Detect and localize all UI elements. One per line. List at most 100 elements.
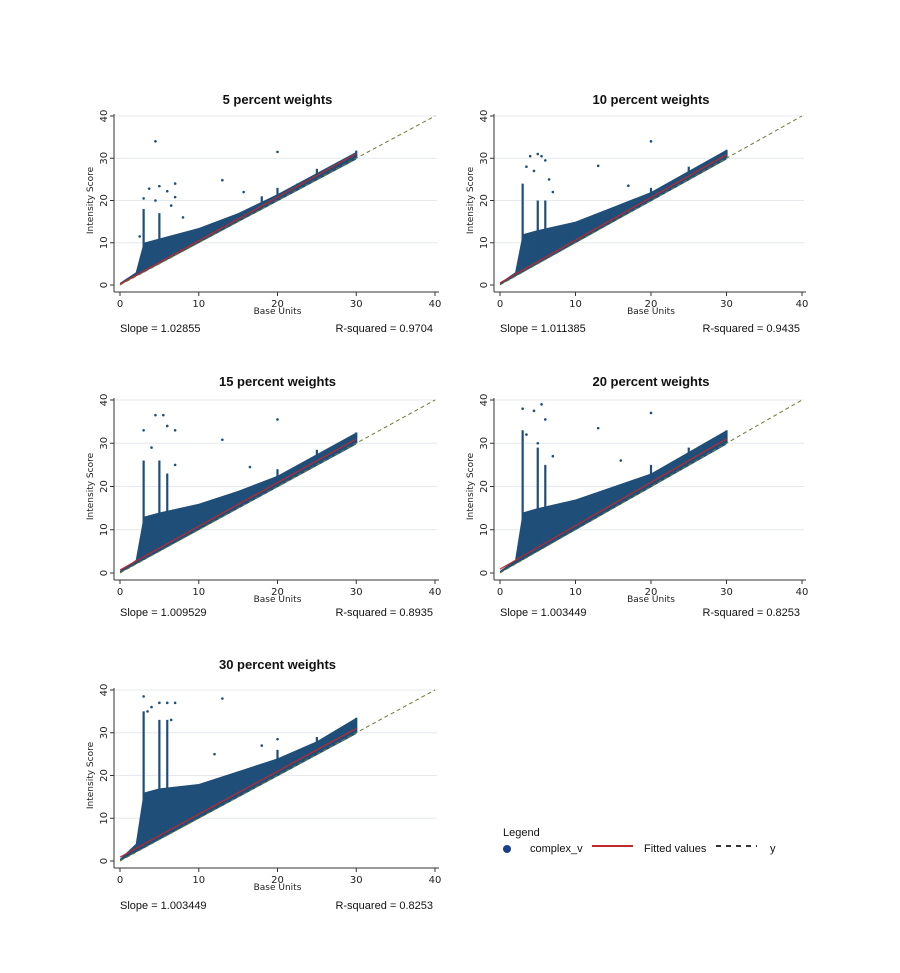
y-tick-label: 20: [479, 194, 490, 207]
data-point: [536, 441, 540, 445]
y-tick-label: 30: [99, 726, 110, 739]
data-point: [162, 413, 165, 417]
data-point: [158, 701, 161, 705]
y-axis-label: Intensity Score: [86, 741, 96, 809]
legend-title: Legend: [503, 827, 540, 839]
x-axis-label: Base Units: [254, 883, 302, 893]
data-point: [260, 744, 264, 747]
identity-line: [119, 399, 436, 574]
x-tick-label: 10: [192, 875, 205, 886]
data-point: [154, 199, 157, 202]
y-axis-label: Intensity Score: [466, 452, 476, 520]
data-point: [276, 737, 279, 741]
point-cloud: [120, 432, 357, 573]
y-tick-label: 40: [479, 394, 490, 407]
data-point: [138, 235, 141, 238]
y-tick-label: 0: [99, 858, 110, 864]
panel-3: 15 percent weights 0 10 20 30 40 0 10 20 30 40 Base…: [86, 374, 441, 619]
panel-2: 10 percent weights 0 10 20 30 40 0 10 20 30 40 Base…: [466, 92, 808, 335]
data-point: [173, 182, 177, 185]
data-point: [173, 428, 177, 432]
data-point: [165, 701, 169, 705]
data-point: [649, 140, 653, 143]
legend: Legend complex_v Fitted values y: [503, 827, 776, 855]
data-point: [173, 701, 177, 705]
x-tick-label: 0: [497, 587, 503, 598]
data-point: [540, 403, 543, 406]
fitted-line: [119, 727, 357, 858]
slope-label: Slope = 1.003449: [120, 900, 207, 912]
data-point: [242, 190, 245, 194]
data-point: [158, 184, 161, 188]
data-point: [540, 154, 543, 158]
y-tick-label: 20: [99, 194, 110, 207]
data-point: [221, 178, 224, 182]
slope-label: Slope = 1.02855: [120, 323, 200, 335]
x-tick-label: 20: [271, 299, 284, 310]
y-tick-label: 40: [99, 110, 110, 123]
data-point: [221, 438, 224, 442]
fitted-line: [119, 153, 357, 285]
y-tick-label: 0: [479, 282, 490, 288]
x-tick-label: 30: [350, 587, 363, 598]
data-point: [528, 154, 532, 158]
data-point: [525, 433, 528, 436]
identity-line: [499, 399, 803, 574]
y-axis-label: Intensity Score: [86, 452, 96, 520]
y-tick-label: 0: [99, 282, 110, 288]
point-cloud: [500, 430, 727, 573]
panel-title: 15 percent weights: [219, 374, 336, 389]
r-squared-label: R-squared = 0.8935: [335, 607, 433, 619]
legend-label-complex-v: complex_v: [530, 843, 583, 855]
legend-marker-complex-v: [503, 845, 511, 853]
y-axis-label: Intensity Score: [86, 166, 96, 234]
x-tick-label: 0: [497, 299, 503, 310]
identity-line: [119, 689, 436, 862]
x-axis-label: Base Units: [627, 595, 675, 605]
data-point: [532, 169, 536, 173]
data-point: [142, 197, 145, 200]
x-tick-label: 20: [645, 299, 658, 310]
fitted-line: [499, 438, 727, 570]
legend-label-fitted: Fitted values: [644, 843, 707, 855]
data-point: [521, 407, 524, 410]
y-tick-label: 30: [479, 437, 490, 450]
data-point: [150, 705, 153, 709]
data-point: [544, 159, 547, 162]
data-point: [276, 150, 279, 154]
data-point: [619, 459, 623, 462]
data-point: [627, 184, 630, 188]
y-axis-label: Intensity Score: [466, 166, 476, 234]
x-tick-label: 40: [796, 299, 809, 310]
y-tick-label: 40: [99, 394, 110, 407]
x-tick-label: 10: [192, 587, 205, 598]
panel-1: 5 percent weights 0 10 20 30 40 0 10 20 30 40 Base …: [86, 92, 441, 335]
data-point: [154, 140, 157, 143]
data-point: [154, 413, 157, 417]
x-tick-label: 30: [720, 587, 733, 598]
x-tick-label: 0: [117, 587, 123, 598]
point-cloud: [120, 717, 357, 861]
fitted-line: [499, 154, 727, 284]
y-tick-label: 20: [99, 480, 110, 493]
data-point: [165, 424, 169, 428]
y-tick-label: 40: [479, 110, 490, 123]
data-point: [547, 178, 551, 181]
slope-label: Slope = 1.009529: [120, 607, 207, 619]
x-tick-label: 10: [192, 299, 205, 310]
data-point: [649, 411, 653, 415]
y-tick-label: 30: [479, 152, 490, 165]
x-tick-label: 40: [429, 875, 442, 886]
x-tick-label: 20: [645, 587, 658, 598]
y-tick-label: 30: [99, 152, 110, 165]
y-tick-label: 10: [99, 812, 110, 825]
r-squared-label: R-squared = 0.8253: [702, 607, 800, 619]
data-point: [150, 446, 153, 449]
data-point: [551, 454, 555, 458]
y-tick-label: 20: [99, 769, 110, 782]
x-axis-label: Base Units: [254, 307, 302, 317]
identity-line: [499, 115, 803, 286]
y-tick-label: 40: [99, 684, 110, 697]
